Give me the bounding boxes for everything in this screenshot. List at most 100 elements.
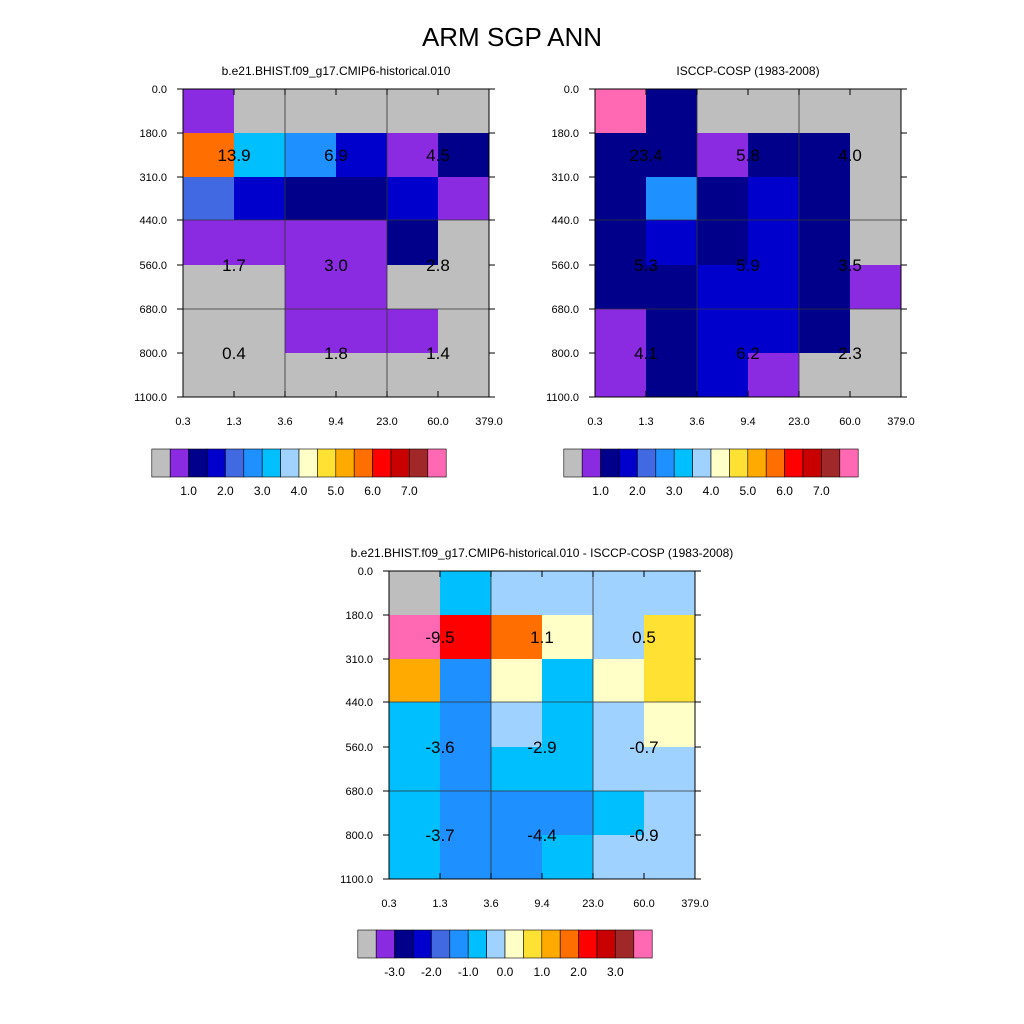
block-value-label: 5.3 [634, 256, 658, 275]
colorbar-label: -3.0 [384, 965, 405, 979]
heatmap-cell [542, 835, 594, 880]
heatmap-cell [644, 835, 696, 880]
colorbar-box [390, 448, 410, 478]
colorbar-label: 2.0 [570, 965, 587, 979]
x-tick-label: 3.6 [277, 416, 292, 428]
heatmap-cell [183, 133, 235, 178]
x-tick-label: 9.4 [534, 898, 549, 910]
x-tick-label: 0.3 [381, 898, 396, 910]
block-value-label: 13.9 [217, 146, 250, 165]
block-value-label: -2.9 [527, 738, 556, 757]
colorbar-box [375, 929, 395, 959]
heatmap-cell [387, 89, 439, 134]
block-value-label: 4.0 [838, 146, 862, 165]
colorbar-box [409, 448, 429, 478]
y-tick-label: 440.0 [345, 697, 373, 709]
heatmap-cell [697, 133, 749, 178]
y-tick-label: 560.0 [139, 260, 167, 272]
colorbar-box [335, 448, 355, 478]
heatmap-cell [336, 309, 388, 354]
block-value-label: -0.9 [629, 826, 658, 845]
heatmap-cell [748, 89, 800, 134]
heatmap-cell [183, 177, 235, 221]
colorbar-label: 6.0 [776, 484, 793, 498]
heatmap-cell [646, 177, 698, 221]
heatmap-cell [387, 133, 439, 178]
heatmap-cell [491, 615, 543, 660]
heatmap-cell [593, 702, 645, 748]
heatmap-cell [748, 353, 800, 398]
colorbar-label: 4.0 [703, 484, 720, 498]
colorbar-box [784, 448, 804, 478]
y-tick-label: 680.0 [139, 304, 167, 316]
x-tick-label: 60.0 [633, 898, 654, 910]
heatmap-cell [491, 702, 543, 748]
heatmap-cell [336, 220, 388, 266]
colorbar-box [747, 448, 767, 478]
y-tick-label: 180.0 [345, 610, 373, 622]
heatmap-cell [234, 309, 286, 354]
block-value-label: -3.6 [425, 738, 454, 757]
y-tick-label: 310.0 [139, 172, 167, 184]
x-tick-label: 23.0 [788, 416, 809, 428]
colorbar-box [563, 448, 583, 478]
panel-title: b.e21.BHIST.f09_g17.CMIP6-historical.010 [222, 64, 451, 78]
heatmap-cell [438, 89, 490, 134]
colorbar-label: 3.0 [666, 484, 683, 498]
colorbar-box [486, 929, 506, 959]
colorbar-box [596, 929, 616, 959]
colorbar-box [729, 448, 749, 478]
x-tick-label: 1.3 [432, 898, 447, 910]
heatmap-cell [644, 702, 696, 748]
heatmap-cell [491, 835, 543, 880]
colorbar-label: 3.0 [607, 965, 624, 979]
heatmap-cell [234, 353, 286, 398]
y-tick-label: 1100.0 [134, 392, 167, 404]
y-tick-label: 680.0 [551, 304, 579, 316]
heatmap-cell [234, 177, 286, 221]
colorbar-box [261, 448, 281, 478]
colorbar-label: 2.0 [217, 484, 234, 498]
x-tick-label: 3.6 [483, 898, 498, 910]
heatmap-cell [389, 615, 441, 660]
y-tick-label: 0.0 [152, 84, 167, 96]
heatmap-cell [644, 615, 696, 660]
heatmap-cell [646, 265, 698, 310]
colorbar-box [600, 448, 620, 478]
heatmap-cell [593, 747, 645, 792]
heatmap-cell [850, 309, 902, 354]
block-value-label: 0.4 [222, 344, 246, 363]
y-tick-label: 1100.0 [546, 392, 579, 404]
colorbar-box [427, 448, 447, 478]
block-value-label: -9.5 [425, 628, 454, 647]
colorbar-box [839, 448, 859, 478]
heatmap-cell [542, 702, 594, 748]
heatmap-cell [285, 89, 337, 134]
block-value-label: -0.7 [629, 738, 658, 757]
heatmap-cell [646, 353, 698, 398]
block-value-label: 5.8 [736, 146, 760, 165]
heatmap-cell [234, 265, 286, 310]
colorbar-box [353, 448, 373, 478]
colorbar-box [541, 929, 561, 959]
heatmap-cell [593, 571, 645, 616]
heatmap-cell [389, 659, 441, 703]
colorbar-label: 1.0 [592, 484, 609, 498]
panel-title: b.e21.BHIST.f09_g17.CMIP6-historical.010… [351, 546, 734, 560]
y-tick-label: 310.0 [551, 172, 579, 184]
heatmap-cell [799, 309, 851, 354]
colorbar-box [243, 448, 263, 478]
colorbar-label: 1.0 [533, 965, 550, 979]
block-value-label: 2.8 [426, 256, 450, 275]
heatmap-cell [440, 791, 492, 836]
y-tick-label: 440.0 [139, 215, 167, 227]
heatmap-cell [595, 309, 647, 354]
block-value-label: 4.1 [634, 344, 658, 363]
heatmap-cell [850, 133, 902, 178]
x-tick-label: 1.3 [226, 416, 241, 428]
heatmap-cell [183, 89, 235, 134]
block-value-label: 1.4 [426, 344, 450, 363]
block-value-label: 6.9 [324, 146, 348, 165]
colorbar-box [765, 448, 785, 478]
heatmap-cell [748, 220, 800, 266]
